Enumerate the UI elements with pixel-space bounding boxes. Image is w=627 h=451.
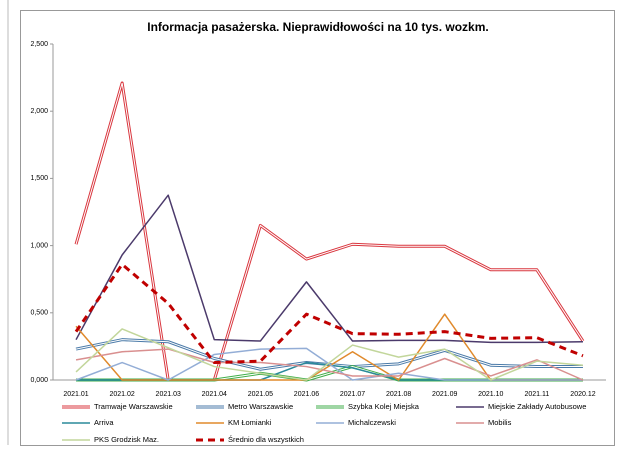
- legend-label: Miejskie Zakłady Autobusowe: [488, 402, 586, 411]
- series-line: [74, 262, 584, 365]
- y-tick-label: 1,000: [30, 242, 48, 249]
- x-tick-label: 2021.09: [432, 391, 457, 398]
- x-tick-label: 2021.11: [524, 391, 549, 398]
- x-tick-label: 2021.01: [63, 391, 88, 398]
- chart-frame: [20, 10, 615, 446]
- series-line: [75, 194, 583, 344]
- x-tick-label: 2021.03: [156, 391, 181, 398]
- x-tick-label: 2021.02: [109, 391, 134, 398]
- y-tick-label: 0,500: [30, 310, 48, 317]
- legend-label: Średnio dla wszystkich: [228, 435, 304, 444]
- y-tick-label: 2,500: [30, 41, 48, 48]
- x-tick-label: 2021.08: [386, 391, 411, 398]
- y-tick-label: 0,000: [30, 377, 48, 384]
- legend-label: PKS Grodzisk Maz.: [94, 435, 159, 444]
- series-line: [75, 348, 584, 381]
- x-tick-label: 2021.04: [202, 391, 227, 398]
- legend-label: Tramwaje Warszawskie: [94, 402, 173, 411]
- legend-label: Michalczewski: [348, 418, 396, 427]
- chart-title: Informacja pasażerska. Nieprawidłowości …: [147, 20, 488, 34]
- series-line: [75, 328, 584, 381]
- legend-label: Mobilis: [488, 418, 512, 427]
- series-line-inner: [75, 82, 584, 381]
- y-tick-label: 1,500: [30, 175, 48, 182]
- x-tick-label: 2021.06: [294, 391, 319, 398]
- x-tick-label: 2020.12: [570, 391, 595, 398]
- legend-label: Szybka Kolej Miejska: [348, 402, 420, 411]
- legend-label: Metro Warszawskie: [228, 402, 293, 411]
- y-tick-label: 2,000: [30, 108, 48, 115]
- legend-label: KM Łomianki: [228, 418, 272, 427]
- legend-label: Arriva: [94, 418, 114, 427]
- x-tick-label: 2021.07: [340, 391, 365, 398]
- x-tick-label: 2021.05: [248, 391, 273, 398]
- series-line: [75, 347, 583, 381]
- x-tick-label: 2021.10: [478, 391, 503, 398]
